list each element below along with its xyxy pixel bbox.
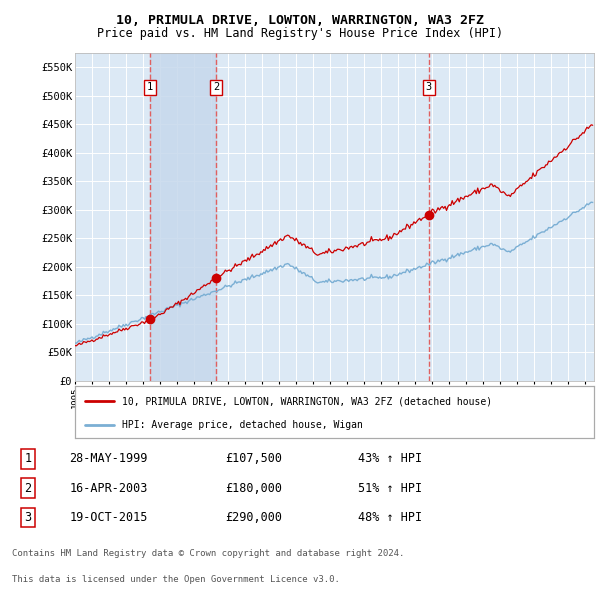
Text: 10, PRIMULA DRIVE, LOWTON, WARRINGTON, WA3 2FZ: 10, PRIMULA DRIVE, LOWTON, WARRINGTON, W… [116, 14, 484, 27]
Text: 10, PRIMULA DRIVE, LOWTON, WARRINGTON, WA3 2FZ (detached house): 10, PRIMULA DRIVE, LOWTON, WARRINGTON, W… [122, 396, 492, 407]
Text: £180,000: £180,000 [225, 481, 282, 495]
Bar [150, 53, 216, 381]
Text: Price paid vs. HM Land Registry's House Price Index (HPI): Price paid vs. HM Land Registry's House … [97, 27, 503, 40]
Text: 19-OCT-2015: 19-OCT-2015 [70, 511, 148, 524]
Text: 3: 3 [25, 511, 32, 524]
Text: 51% ↑ HPI: 51% ↑ HPI [358, 481, 422, 495]
Text: 3: 3 [426, 83, 432, 93]
Text: This data is licensed under the Open Government Licence v3.0.: This data is licensed under the Open Gov… [12, 575, 340, 584]
Text: 16-APR-2003: 16-APR-2003 [70, 481, 148, 495]
Text: 2: 2 [25, 481, 32, 495]
Text: 28-MAY-1999: 28-MAY-1999 [70, 453, 148, 466]
Text: 1: 1 [25, 453, 32, 466]
Text: 1: 1 [147, 83, 153, 93]
Text: 43% ↑ HPI: 43% ↑ HPI [358, 453, 422, 466]
Text: 48% ↑ HPI: 48% ↑ HPI [358, 511, 422, 524]
Text: HPI: Average price, detached house, Wigan: HPI: Average price, detached house, Wiga… [122, 420, 362, 430]
Text: £290,000: £290,000 [225, 511, 282, 524]
Text: £107,500: £107,500 [225, 453, 282, 466]
Text: 2: 2 [213, 83, 219, 93]
Text: Contains HM Land Registry data © Crown copyright and database right 2024.: Contains HM Land Registry data © Crown c… [12, 549, 404, 559]
